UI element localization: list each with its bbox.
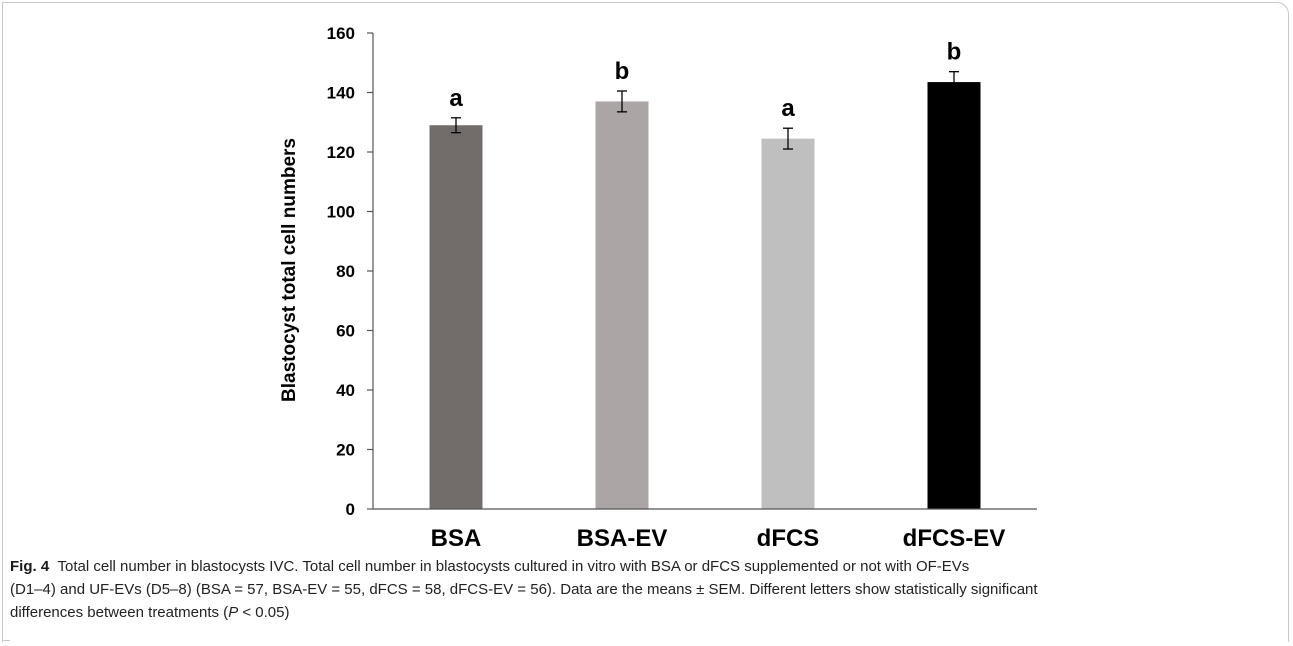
x-tick-label: dFCS (757, 525, 820, 550)
x-axis: BSA BSA-EV dFCS dFCS-EV (373, 508, 1037, 550)
y-tick-label: 140 (327, 84, 355, 103)
y-axis: 0 20 40 60 80 100 120 140 160 (327, 24, 374, 519)
bar-dfcs (761, 138, 815, 510)
x-tick-label: BSA (431, 525, 482, 550)
caption-label: Fig. 4 (10, 558, 50, 575)
bar-bsa (429, 125, 483, 509)
significance-letter: b (615, 58, 630, 85)
y-tick-label: 120 (327, 143, 355, 162)
y-tick-label: 60 (336, 322, 355, 341)
bar-bsa-ev (595, 101, 649, 510)
y-tick-label: 80 (336, 262, 355, 281)
caption-text-line3: differences between treatments (P < 0.05… (10, 604, 290, 621)
significance-letter: b (947, 39, 962, 66)
frame-edge (2, 640, 10, 641)
y-axis-title: Blastocyst total cell numbers (279, 138, 300, 402)
significance-letter: a (781, 95, 795, 122)
caption-text-line2: (D1–4) and UF-EVs (D5–8) (BSA = 57, BSA-… (10, 581, 1038, 598)
significance-letter: a (449, 85, 463, 112)
x-tick-label: dFCS-EV (903, 525, 1006, 550)
x-tick-label: BSA-EV (577, 525, 668, 550)
bars: a b a b (429, 39, 981, 510)
caption-text-line1: Total cell number in blastocysts culture… (302, 558, 970, 575)
y-tick-label: 100 (327, 203, 355, 222)
y-tick-label: 160 (327, 24, 355, 43)
figure-caption: Fig. 4 Total cell number in blastocysts … (10, 555, 1280, 624)
bar-dfcs-ev (927, 82, 981, 510)
bar-chart: 0 20 40 60 80 100 120 140 160 a b a b BSA BSA-EV dFCS… (279, 24, 1037, 550)
caption-title: Total cell number in blastocysts IVC. (57, 558, 299, 575)
y-tick-label: 20 (336, 441, 355, 460)
y-tick-label: 40 (336, 381, 355, 400)
y-tick-label: 0 (346, 500, 355, 519)
